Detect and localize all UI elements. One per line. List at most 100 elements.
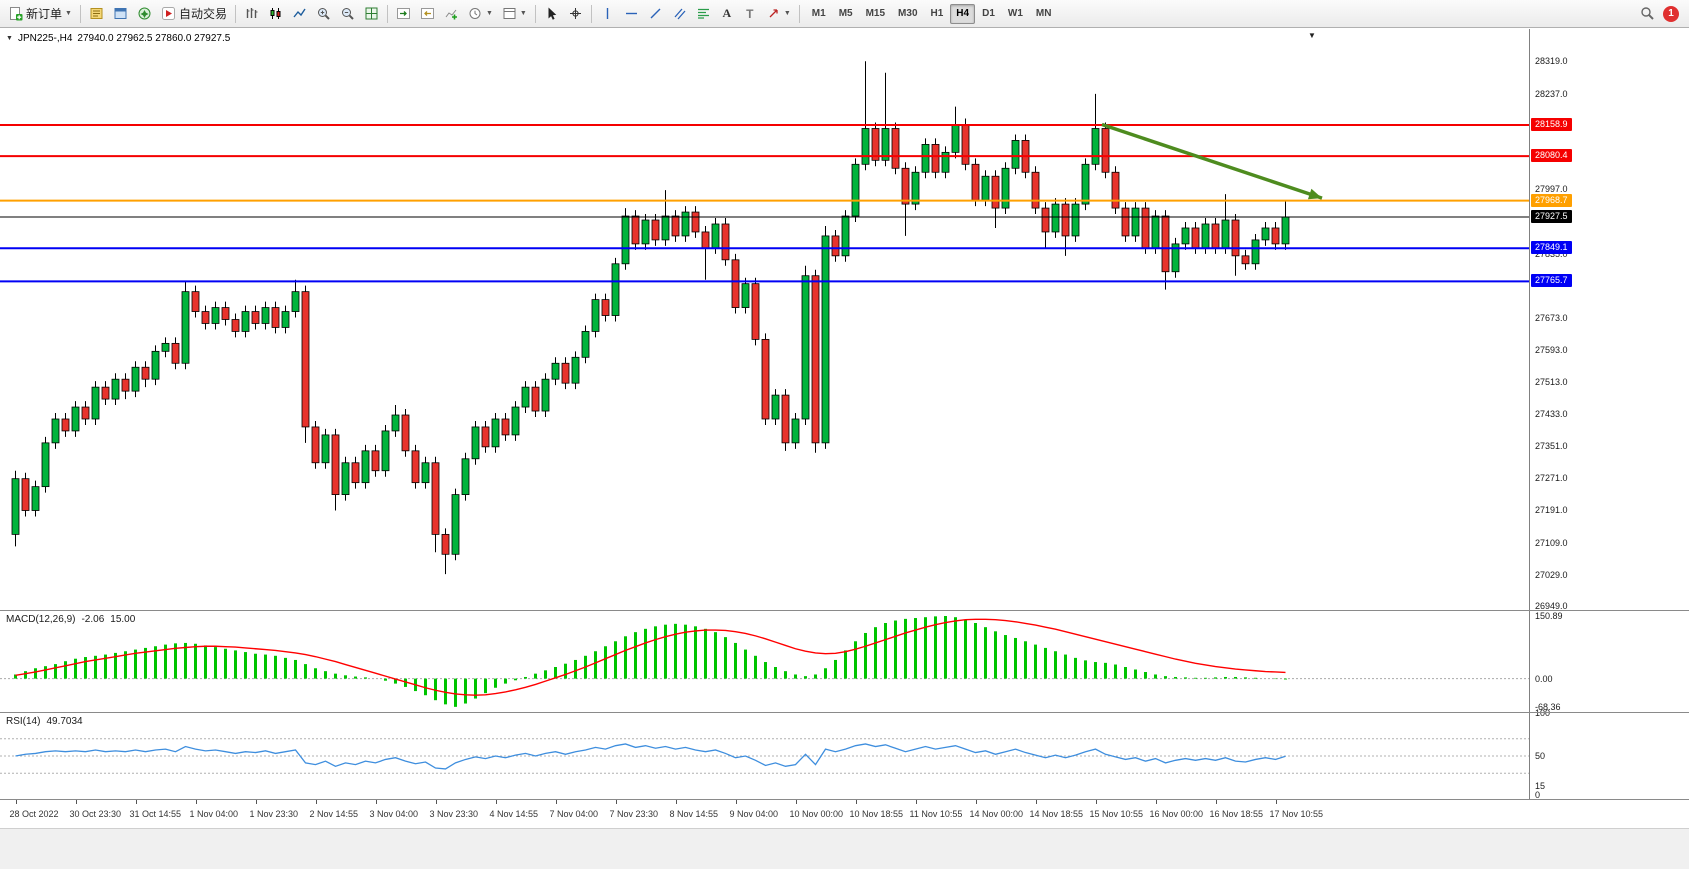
candle [271, 301, 280, 334]
time-tick [795, 800, 797, 804]
new-order-button[interactable]: 新订单 ▼ [4, 3, 76, 25]
candlestick-chart-icon [270, 8, 281, 19]
candle [771, 389, 780, 425]
time-tick [1275, 800, 1277, 804]
candle [331, 428, 340, 511]
trendline-button[interactable] [644, 3, 667, 25]
horizontal-line-button[interactable] [620, 3, 643, 25]
rsi-axis-label: 100 [1535, 708, 1551, 718]
time-tick [855, 800, 857, 804]
time-label: 7 Nov 04:00 [549, 809, 599, 819]
timeframe-button-h4[interactable]: H4 [950, 3, 976, 24]
zoom-in-icon [317, 8, 330, 20]
zoom-in-button[interactable] [312, 3, 335, 25]
candle [551, 357, 560, 386]
price-axis[interactable]: 28319.028237.027997.027835.027673.027593… [1529, 29, 1689, 800]
fibonacci-button[interactable] [692, 3, 715, 25]
candle [61, 413, 70, 437]
panel-divider[interactable] [0, 610, 1689, 611]
market-depth-button[interactable] [85, 3, 108, 25]
candle [931, 138, 940, 179]
timeframe-button-m1[interactable]: M1 [811, 8, 826, 19]
auto-trading-button[interactable]: 自动交易 [157, 3, 231, 25]
candle [781, 389, 790, 451]
candle [41, 436, 50, 493]
data-window-button[interactable] [109, 3, 132, 25]
panel-divider[interactable] [0, 712, 1689, 713]
market-depth-icon [90, 8, 103, 19]
time-tick [1035, 800, 1037, 804]
candle [221, 301, 230, 326]
vertical-line-button[interactable] [596, 3, 619, 25]
macd-signal-line [15, 618, 1286, 696]
time-label: 31 Oct 14:55 [129, 809, 182, 819]
candle [1091, 93, 1100, 171]
trend-arrow-annotation[interactable] [1101, 122, 1323, 200]
time-label: 14 Nov 00:00 [969, 809, 1024, 819]
tile-windows-button[interactable] [360, 3, 383, 25]
crosshair-button[interactable] [564, 3, 587, 25]
time-label: 14 Nov 18:55 [1029, 809, 1084, 819]
candle [461, 452, 470, 501]
templates-button[interactable]: ▼ [498, 3, 531, 25]
candle [201, 305, 210, 330]
arrows-button[interactable]: ▼ [762, 3, 795, 25]
navigator-button[interactable] [133, 3, 156, 25]
line-chart-type-button[interactable] [288, 3, 311, 25]
chart-shift-button[interactable] [416, 3, 439, 25]
chart-shift-marker[interactable]: ▼ [1308, 31, 1316, 40]
text-button[interactable]: A [716, 3, 738, 25]
vertical-line-icon [606, 8, 609, 19]
price-tick-label: 27433.0 [1535, 408, 1568, 419]
time-label: 3 Nov 23:30 [429, 809, 479, 819]
rsi-panel-canvas[interactable] [0, 713, 1529, 799]
time-tick [1095, 800, 1097, 804]
bar-chart-type-button[interactable] [240, 3, 263, 25]
time-axis[interactable]: 28 Oct 2022 30 Oct 23:30 31 Oct 14:55 1 Nov… [0, 800, 1689, 828]
candle [441, 528, 450, 575]
candle [381, 424, 390, 477]
candle [621, 208, 630, 270]
candle [411, 444, 420, 489]
time-label: 3 Nov 04:00 [369, 809, 419, 819]
timeframe-button-mn[interactable]: MN [1035, 8, 1052, 19]
timeframe-button-m15[interactable]: M15 [865, 8, 886, 19]
chevron-down-icon: ▼ [519, 10, 527, 17]
timeframe-button-d1[interactable]: D1 [982, 8, 995, 19]
notification-badge[interactable]: 1 [1663, 5, 1679, 22]
clock-icon [469, 8, 481, 19]
channel-button[interactable] [668, 3, 691, 25]
label-button[interactable]: T [739, 3, 761, 25]
timeframe-button-w1[interactable]: W1 [1007, 8, 1023, 19]
candlestick-chart-type-button[interactable] [264, 3, 287, 25]
candle [571, 351, 580, 390]
periods-button[interactable]: ▼ [464, 3, 497, 25]
candlestick-chart-canvas[interactable] [0, 29, 1529, 610]
time-label: 9 Nov 04:00 [729, 809, 779, 819]
expand-icon[interactable]: ▼ [6, 35, 13, 42]
candle [1041, 202, 1050, 248]
price-tick-label: 27351.0 [1535, 441, 1568, 452]
candle [191, 285, 200, 318]
timeframe-button-h1[interactable]: H1 [930, 8, 944, 19]
timeframe-button-m30[interactable]: M30 [898, 8, 918, 19]
time-tick [555, 800, 557, 804]
price-tick-label: 27271.0 [1535, 473, 1568, 484]
indicators-button[interactable] [440, 3, 463, 25]
price-badge: 28158.9 [1531, 117, 1572, 131]
candle [91, 381, 100, 425]
price-tick-label: 27109.0 [1535, 537, 1568, 548]
time-tick [1155, 800, 1157, 804]
candle [1161, 210, 1170, 290]
status-area [0, 828, 1689, 869]
zoom-out-button[interactable] [336, 3, 359, 25]
cursor-button[interactable] [540, 3, 563, 25]
auto-scroll-button[interactable] [392, 3, 415, 25]
timeframe-button-m5[interactable]: M5 [838, 8, 853, 19]
candle [921, 138, 930, 179]
macd-panel-canvas[interactable] [0, 611, 1529, 712]
time-label: 8 Nov 14:55 [669, 809, 719, 819]
zoom-out-icon [341, 8, 354, 20]
search-icon[interactable] [1640, 6, 1655, 21]
